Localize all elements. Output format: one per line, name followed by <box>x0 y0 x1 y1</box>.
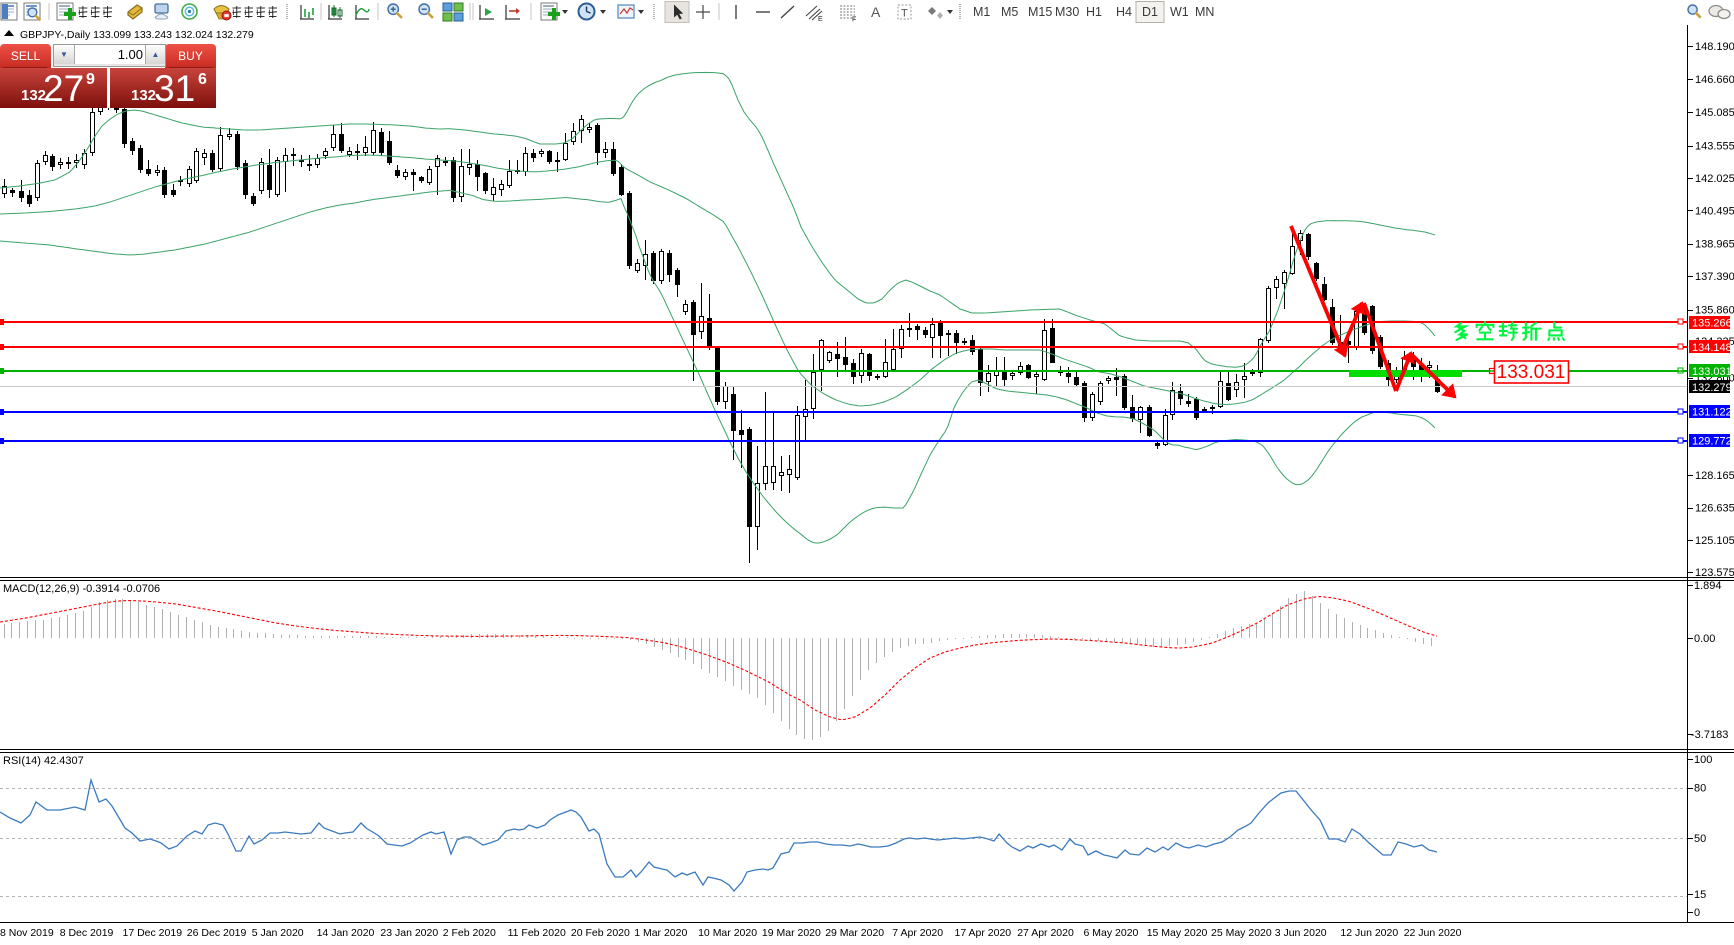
svg-text:135.266: 135.266 <box>1692 318 1732 330</box>
svg-text:E: E <box>818 16 823 23</box>
svg-text:17 Dec 2019: 17 Dec 2019 <box>123 927 183 939</box>
svg-text:1 Mar 2020: 1 Mar 2020 <box>634 927 687 939</box>
svg-text:23 Jan 2020: 23 Jan 2020 <box>380 927 438 939</box>
svg-text:GBPJPY-,Daily 133.099 133.243: GBPJPY-,Daily 133.099 133.243 132.024 13… <box>20 29 254 41</box>
svg-text:MN: MN <box>1195 5 1214 19</box>
svg-text:140.495: 140.495 <box>1695 206 1734 218</box>
svg-text:H1: H1 <box>1086 5 1102 19</box>
svg-text:138.965: 138.965 <box>1695 239 1734 251</box>
svg-text:133.031: 133.031 <box>1692 366 1732 378</box>
svg-text:1.894: 1.894 <box>1694 580 1722 592</box>
svg-text:128.165: 128.165 <box>1695 470 1734 482</box>
svg-text:145.085: 145.085 <box>1695 107 1734 119</box>
svg-text:12 Jun 2020: 12 Jun 2020 <box>1340 927 1398 939</box>
svg-text:5 Jan 2020: 5 Jan 2020 <box>252 927 304 939</box>
svg-text:137.390: 137.390 <box>1695 271 1734 283</box>
svg-text:125.105: 125.105 <box>1695 535 1734 547</box>
svg-text:M5: M5 <box>1001 5 1018 19</box>
svg-text:148.190: 148.190 <box>1695 41 1734 53</box>
svg-text:27 Apr 2020: 27 Apr 2020 <box>1017 927 1074 939</box>
svg-text:132.279: 132.279 <box>1692 382 1732 394</box>
svg-text:143.555: 143.555 <box>1695 141 1734 153</box>
svg-text:6 May 2020: 6 May 2020 <box>1084 927 1139 939</box>
svg-text:0: 0 <box>1694 907 1700 919</box>
svg-text:20 Feb 2020: 20 Feb 2020 <box>571 927 630 939</box>
svg-text:22 Jun 2020: 22 Jun 2020 <box>1404 927 1462 939</box>
svg-text:19 Mar 2020: 19 Mar 2020 <box>762 927 821 939</box>
svg-text:10 Mar 2020: 10 Mar 2020 <box>698 927 757 939</box>
svg-text:25 May 2020: 25 May 2020 <box>1211 927 1272 939</box>
svg-text:F: F <box>852 17 856 24</box>
svg-text:133.031: 133.031 <box>1497 362 1566 383</box>
svg-text:D1: D1 <box>1142 5 1158 19</box>
svg-text:-3.7183: -3.7183 <box>1691 729 1728 741</box>
svg-text:50: 50 <box>1694 833 1706 845</box>
svg-text:8 Nov 2019: 8 Nov 2019 <box>0 927 54 939</box>
svg-text:MACD(12,26,9) -0.3914 -0.0706: MACD(12,26,9) -0.3914 -0.0706 <box>3 583 160 595</box>
svg-text:8 Dec 2019: 8 Dec 2019 <box>60 927 114 939</box>
svg-text:129.772: 129.772 <box>1692 436 1732 448</box>
svg-text:131.122: 131.122 <box>1692 407 1732 419</box>
svg-text:RSI(14) 42.4307: RSI(14) 42.4307 <box>3 755 84 767</box>
svg-text:7 Apr 2020: 7 Apr 2020 <box>892 927 943 939</box>
svg-text:T: T <box>901 8 908 20</box>
svg-text:146.660: 146.660 <box>1695 74 1734 86</box>
svg-text:2 Feb 2020: 2 Feb 2020 <box>443 927 496 939</box>
svg-text:134.148: 134.148 <box>1692 342 1732 354</box>
svg-text:H4: H4 <box>1116 5 1132 19</box>
svg-text:15: 15 <box>1694 889 1706 901</box>
svg-text:80: 80 <box>1694 783 1706 795</box>
svg-text:11 Feb 2020: 11 Feb 2020 <box>508 927 566 939</box>
svg-text:W1: W1 <box>1170 5 1189 19</box>
svg-text:M1: M1 <box>973 5 990 19</box>
svg-text:100: 100 <box>1694 754 1712 766</box>
svg-text:14 Jan 2020: 14 Jan 2020 <box>317 927 375 939</box>
svg-text:3 Jun 2020: 3 Jun 2020 <box>1275 927 1327 939</box>
svg-text:17 Apr 2020: 17 Apr 2020 <box>955 927 1012 939</box>
svg-text:123.575: 123.575 <box>1695 567 1734 579</box>
svg-text:M30: M30 <box>1055 5 1079 19</box>
svg-text:126.635: 126.635 <box>1695 503 1734 515</box>
svg-text:0.00: 0.00 <box>1694 633 1715 645</box>
svg-text:15 May 2020: 15 May 2020 <box>1147 927 1208 939</box>
svg-text:A: A <box>871 4 881 20</box>
svg-text:29 Mar 2020: 29 Mar 2020 <box>825 927 884 939</box>
svg-text:M15: M15 <box>1028 5 1052 19</box>
svg-text:135.860: 135.860 <box>1695 305 1734 317</box>
svg-text:26 Dec 2019: 26 Dec 2019 <box>187 927 247 939</box>
svg-text:142.025: 142.025 <box>1695 173 1734 185</box>
